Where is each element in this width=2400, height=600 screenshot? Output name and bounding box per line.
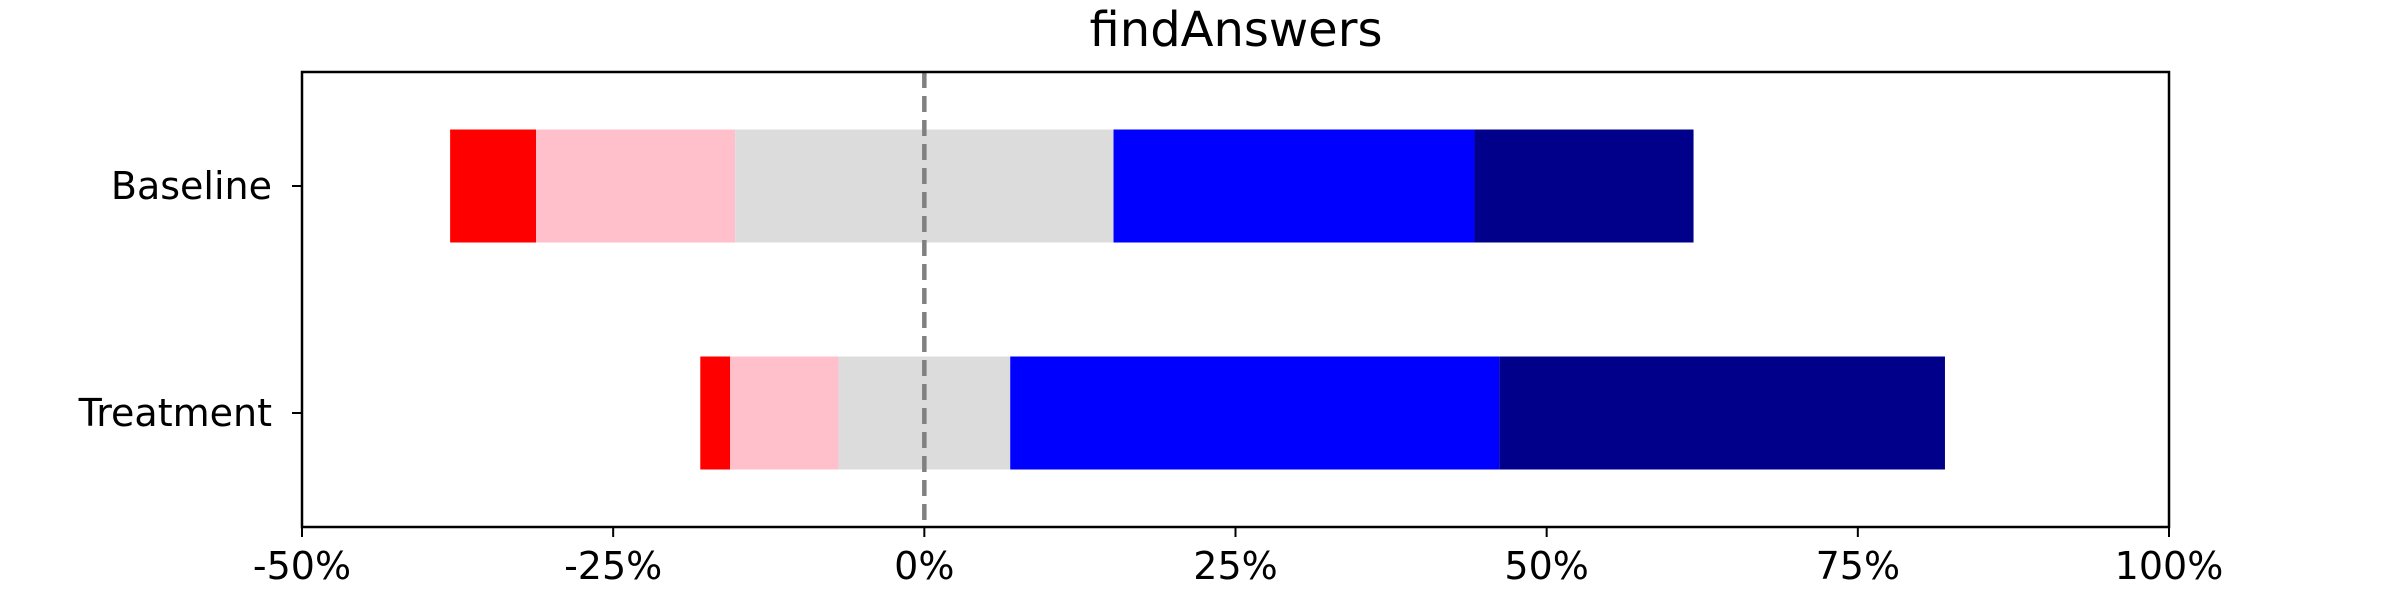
bar-segment-baseline-1 (450, 129, 536, 243)
x-tick-label: 75% (1816, 544, 1900, 588)
bar-segment-treatment-2 (730, 356, 839, 470)
bar-segment-baseline-4 (1113, 129, 1475, 243)
x-tick-label: 25% (1193, 544, 1277, 588)
bar-segment-treatment-4 (1010, 356, 1500, 470)
bar-segment-treatment-5 (1499, 356, 1945, 470)
x-axis: -50% -25% 0% 25% 50% 75% 100% (253, 527, 2223, 588)
bar-segment-treatment-1 (700, 356, 731, 470)
x-tick-label: -50% (253, 544, 351, 588)
bar-segment-baseline-2 (535, 129, 736, 243)
x-tick-label: -25% (564, 544, 662, 588)
category-label-baseline: Baseline (111, 164, 272, 208)
category-label-treatment: Treatment (78, 391, 272, 435)
x-tick-label: 100% (2115, 544, 2224, 588)
chart-title: findAnswers (1090, 2, 1383, 58)
x-tick-label: 0% (894, 544, 954, 588)
y-axis: Baseline Treatment (78, 164, 302, 435)
x-tick-label: 50% (1504, 544, 1588, 588)
bar-segment-baseline-5 (1474, 129, 1694, 243)
bars-layer (450, 129, 1945, 470)
